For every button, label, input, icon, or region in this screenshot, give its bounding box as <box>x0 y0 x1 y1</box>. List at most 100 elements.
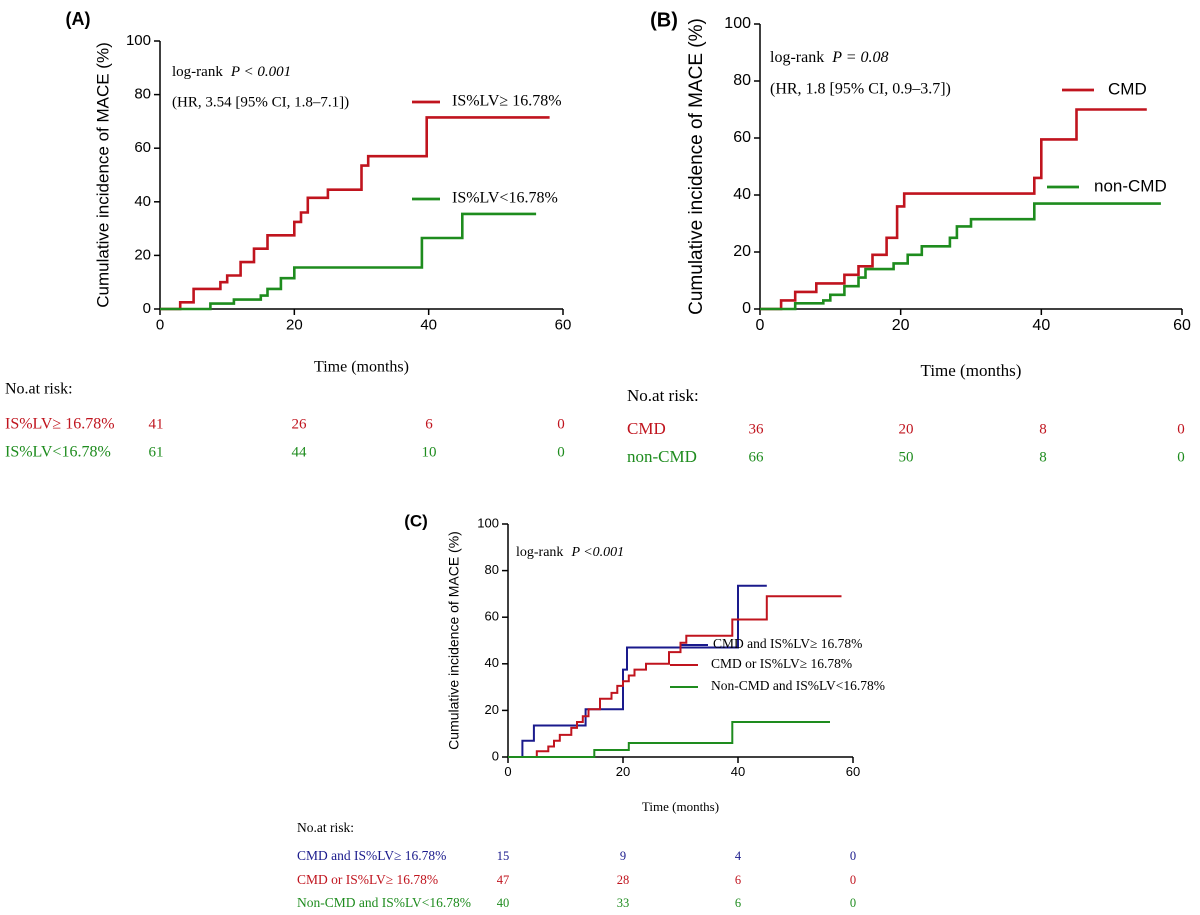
x-tick-label: 40 <box>420 316 437 333</box>
risk-row-label: CMD <box>627 419 666 438</box>
series-line-1 <box>508 595 842 758</box>
x-tick-label: 20 <box>616 764 630 779</box>
risk-value: 0 <box>850 896 856 910</box>
y-axis-title: Cumulative incidence of MACE (%) <box>446 531 462 750</box>
panel-label: (C) <box>404 511 428 530</box>
risk-value: 0 <box>850 849 856 863</box>
risk-value: 36 <box>749 421 765 437</box>
series-line-0 <box>760 108 1147 311</box>
hazard-ratio-annotation: (HR, 1.8 [95% CI, 0.9–3.7]) <box>770 81 951 98</box>
x-axis-title: Time (months) <box>314 359 409 376</box>
y-tick-label: 40 <box>485 655 499 670</box>
y-tick-label: 40 <box>733 186 751 203</box>
y-tick-label: 0 <box>742 300 751 317</box>
risk-table-title: No.at risk: <box>5 381 73 398</box>
legend-label: IS%LV<16.78% <box>452 190 558 207</box>
risk-row-label: Non-CMD and IS%LV<16.78% <box>297 895 471 910</box>
series-line-0 <box>508 584 767 758</box>
y-tick-label: 60 <box>733 129 751 146</box>
risk-value: 6 <box>735 873 741 887</box>
x-tick-label: 20 <box>286 316 303 333</box>
legend-label: non-CMD <box>1094 176 1167 195</box>
risk-row-label: IS%LV<16.78% <box>5 444 111 461</box>
legend-label: IS%LV≥ 16.78% <box>452 93 562 110</box>
x-tick-label: 60 <box>1173 317 1191 334</box>
legend-label: CMD and IS%LV≥ 16.78% <box>713 636 862 651</box>
y-tick-label: 0 <box>492 748 499 763</box>
series-line-2 <box>508 721 830 758</box>
legend-label: CMD or IS%LV≥ 16.78% <box>711 656 852 671</box>
risk-value: 0 <box>1177 449 1185 465</box>
logrank-pvalue: P <0.001 <box>570 545 624 560</box>
risk-value: 26 <box>292 416 308 432</box>
risk-value: 0 <box>850 873 856 887</box>
risk-row-label: CMD and IS%LV≥ 16.78% <box>297 848 446 863</box>
risk-value: 0 <box>557 444 565 460</box>
risk-value: 61 <box>149 444 164 460</box>
x-tick-label: 40 <box>731 764 745 779</box>
y-tick-label: 20 <box>733 243 751 260</box>
risk-row-label: CMD or IS%LV≥ 16.78% <box>297 872 438 887</box>
y-tick-label: 80 <box>733 72 751 89</box>
logrank-pvalue: P < 0.001 <box>230 64 291 80</box>
panel-label: (B) <box>650 9 678 31</box>
logrank-prefix: log-rank <box>516 545 563 560</box>
risk-value: 0 <box>1177 421 1185 437</box>
risk-value: 47 <box>497 873 510 887</box>
risk-value: 8 <box>1039 449 1047 465</box>
y-tick-label: 100 <box>477 515 499 530</box>
y-tick-label: 0 <box>143 300 151 317</box>
risk-value: 0 <box>557 416 565 432</box>
series-line-0 <box>160 116 550 311</box>
logrank-prefix: log-rank <box>172 64 223 80</box>
y-tick-label: 20 <box>134 246 151 263</box>
risk-value: 44 <box>292 444 308 460</box>
risk-value: 9 <box>620 849 626 863</box>
panel-label: (A) <box>66 9 91 29</box>
risk-value: 33 <box>617 896 630 910</box>
y-axis-title: Cumulative incidence of MACE (%) <box>686 18 707 315</box>
x-tick-label: 60 <box>846 764 860 779</box>
risk-value: 8 <box>1039 421 1047 437</box>
risk-row-label: IS%LV≥ 16.78% <box>5 416 115 433</box>
risk-value: 10 <box>422 444 437 460</box>
risk-value: 15 <box>497 849 510 863</box>
logrank-annotation: log-rank P = 0.08 <box>770 49 888 66</box>
risk-value: 6 <box>735 896 741 910</box>
x-tick-label: 20 <box>892 317 910 334</box>
y-tick-label: 80 <box>485 562 499 577</box>
x-tick-label: 0 <box>756 317 765 334</box>
y-tick-label: 100 <box>126 32 151 49</box>
logrank-annotation: log-rank P <0.001 <box>516 545 624 560</box>
risk-value: 41 <box>149 416 164 432</box>
y-axis-title: Cumulative incidence of MACE (%) <box>93 42 112 307</box>
risk-value: 50 <box>899 449 914 465</box>
y-tick-label: 60 <box>485 609 499 624</box>
logrank-prefix: log-rank <box>770 49 824 66</box>
risk-value: 40 <box>497 896 510 910</box>
legend-label: CMD <box>1108 79 1147 98</box>
risk-table-title: No.at risk: <box>627 386 699 405</box>
y-tick-label: 80 <box>134 86 151 103</box>
logrank-annotation: log-rank P < 0.001 <box>172 64 291 80</box>
hazard-ratio-annotation: (HR, 3.54 [95% CI, 1.8–7.1]) <box>172 94 349 110</box>
x-tick-label: 40 <box>1032 317 1050 334</box>
series-line-1 <box>160 212 537 311</box>
x-tick-label: 0 <box>504 764 511 779</box>
risk-value: 66 <box>749 449 765 465</box>
series-line-1 <box>760 202 1161 311</box>
risk-row-label: non-CMD <box>627 447 697 466</box>
y-tick-label: 60 <box>134 139 151 156</box>
legend-label: Non-CMD and IS%LV<16.78% <box>711 678 885 693</box>
logrank-pvalue: P = 0.08 <box>831 49 888 66</box>
x-tick-label: 0 <box>156 316 164 333</box>
x-axis-title: Time (months) <box>921 361 1022 380</box>
risk-table-title: No.at risk: <box>297 820 354 835</box>
risk-value: 28 <box>617 873 630 887</box>
y-tick-label: 40 <box>134 193 151 210</box>
x-axis-title: Time (months) <box>642 799 719 814</box>
